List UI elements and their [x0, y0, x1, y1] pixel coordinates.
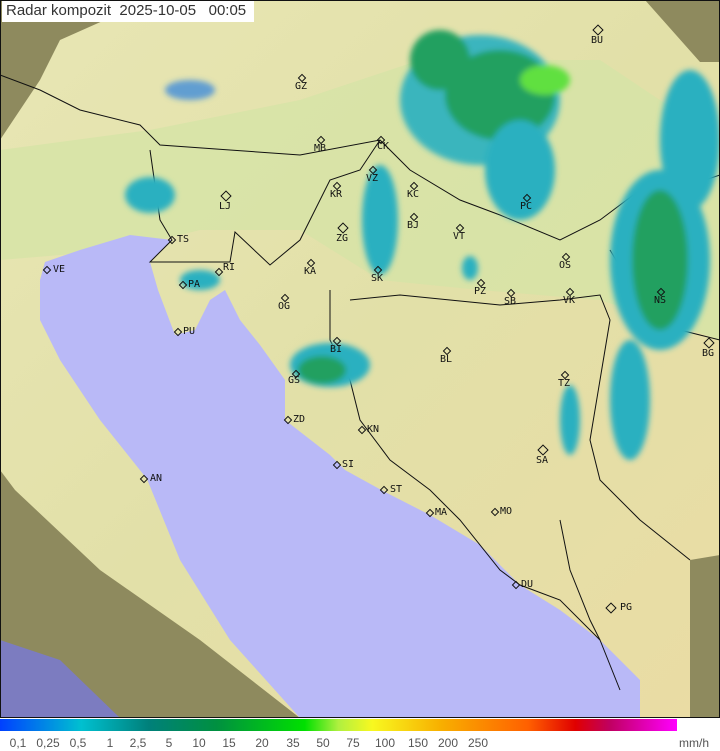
legend-tick: 35 — [286, 736, 300, 750]
city-label: VZ — [366, 173, 379, 184]
city-label: AN — [150, 473, 163, 484]
legend-tick: 75 — [346, 736, 360, 750]
city-label: SI — [342, 459, 355, 470]
legend-tick: 20 — [255, 736, 269, 750]
legend-tick: 5 — [165, 736, 173, 750]
city-label: DU — [521, 579, 534, 590]
city-label: RI — [223, 262, 236, 273]
city-label: GZ — [295, 81, 308, 92]
city-label: KR — [330, 189, 343, 200]
legend-tick: 0,25 — [36, 736, 60, 750]
legend-unit: mm/h — [679, 736, 709, 750]
radar-echoes — [125, 30, 720, 460]
city-label: PZ — [474, 286, 487, 297]
city-label: MB — [314, 143, 327, 154]
city-label: MA — [435, 507, 448, 518]
legend-tick: 100 — [374, 736, 396, 750]
legend-tick: 50 — [316, 736, 330, 750]
legend-tick: 1 — [106, 736, 114, 750]
map-title: Radar kompozit 2025-10-05 00:05 — [2, 1, 255, 22]
city-label: BL — [440, 354, 453, 365]
city-label: VT — [453, 231, 466, 242]
city-label: TZ — [558, 378, 571, 389]
city-label: ST — [390, 484, 403, 495]
city-label: TS — [177, 234, 190, 245]
legend-tick: 150 — [407, 736, 429, 750]
city-label: KA — [304, 266, 317, 277]
city-label: KC — [407, 189, 420, 200]
legend-tick: 0,1 — [9, 736, 27, 750]
city-label: PA — [188, 279, 201, 290]
adriatic-sea — [40, 235, 640, 718]
legend-tick: 250 — [467, 736, 489, 750]
outside-range-sea — [0, 640, 120, 718]
city-label: BU — [591, 35, 604, 46]
city-label: OS — [559, 260, 572, 271]
city-label: SK — [371, 273, 384, 284]
city-label: KN — [367, 424, 380, 435]
city-label: PU — [183, 326, 196, 337]
city-label: BI — [330, 344, 343, 355]
city-label: VE — [53, 264, 66, 275]
city-label: PC — [520, 201, 533, 212]
city-label: MO — [500, 506, 513, 517]
legend-tick: 200 — [437, 736, 459, 750]
city-label: GS — [288, 375, 301, 386]
city-label: PG — [620, 602, 633, 613]
city-label: NS — [654, 295, 667, 306]
city-label: LJ — [219, 201, 232, 212]
radar-map[interactable] — [0, 0, 720, 718]
legend-labels: mm/h 0,1 0,25 0,5 1 2,5 5 10 15 20 35 50 75 100 150 20… — [0, 736, 720, 751]
city-label: BJ — [407, 220, 420, 231]
precipitation-color-scale — [0, 719, 677, 731]
city-label: OG — [278, 301, 291, 312]
city-label: ZD — [293, 414, 306, 425]
legend-tick: 0,5 — [69, 736, 87, 750]
city-label: BG — [702, 348, 715, 359]
city-label: ZG — [336, 233, 349, 244]
legend-tick: 2,5 — [129, 736, 147, 750]
city-label: VK — [563, 295, 576, 306]
legend-tick: 10 — [192, 736, 206, 750]
legend-tick: 15 — [222, 736, 236, 750]
city-label: SB — [504, 296, 517, 307]
city-label: SA — [536, 455, 549, 466]
city-label: CK — [377, 141, 390, 152]
